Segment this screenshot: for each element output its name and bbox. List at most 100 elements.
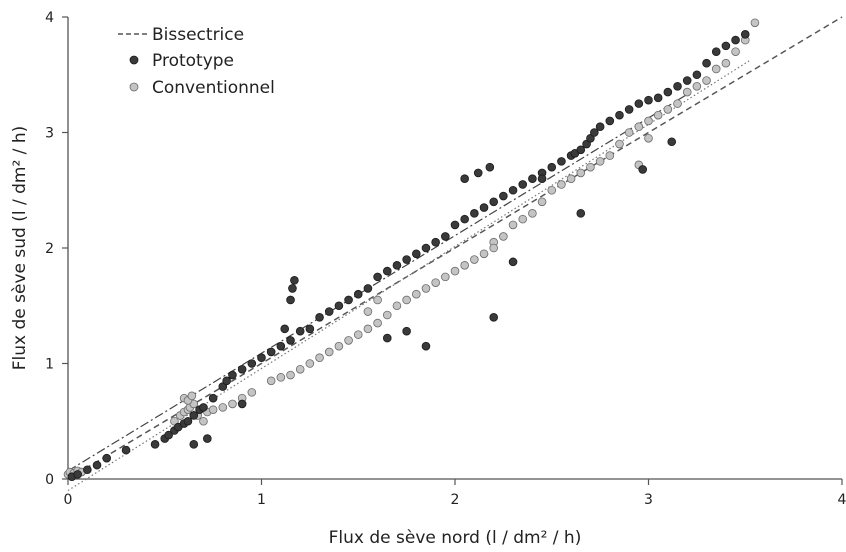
prototype-point <box>295 326 305 336</box>
prototype-point <box>92 460 102 470</box>
conventionnel-point <box>187 391 197 401</box>
prototype-point <box>290 276 299 285</box>
conventionnel-point <box>673 99 682 108</box>
legend-prototype-marker <box>129 55 139 65</box>
prototype-point <box>528 174 537 184</box>
conventionnel-point <box>441 272 450 282</box>
conventionnel-point <box>286 370 295 380</box>
prototype-point <box>508 257 518 267</box>
conventionnel-point <box>499 232 508 241</box>
conventionnel-point <box>450 266 460 276</box>
legend-prototype-label: Prototype <box>152 51 234 71</box>
conventionnel-point <box>353 330 363 339</box>
conventionnel-point <box>479 249 489 259</box>
conventionnel-point <box>402 295 411 305</box>
conventionnel-point <box>363 324 373 334</box>
prototype-point <box>382 266 392 276</box>
legend-conventionnel-marker <box>129 82 139 92</box>
prototype-points <box>67 30 750 481</box>
conventionnel-point <box>653 110 663 120</box>
prototype-point <box>473 168 483 178</box>
prototype-point <box>431 237 440 247</box>
prototype-point <box>208 393 218 403</box>
legend: Bissectrice Prototype Conventionnel <box>118 25 275 98</box>
x-axis-title: Flux de sève nord (l / dm² / h) <box>329 528 582 548</box>
prototype-point <box>402 255 411 264</box>
ticks <box>62 16 843 485</box>
prototype-point <box>576 145 586 155</box>
prototype-point <box>711 47 721 56</box>
conventionnel-point <box>750 18 760 28</box>
prototype-point <box>421 243 431 253</box>
prototype-point <box>363 284 373 293</box>
prototype-point <box>382 333 392 343</box>
conventionnel-point <box>218 403 228 412</box>
conventionnel-point <box>586 162 595 172</box>
prototype-point <box>164 430 173 440</box>
prototype-point <box>460 174 469 184</box>
conventionnel-point <box>315 353 324 363</box>
prototype-point <box>508 185 518 195</box>
prototype-point <box>605 116 615 126</box>
conventionnel-point <box>644 133 653 143</box>
conventionnel-point <box>663 105 673 114</box>
prototype-point <box>460 214 469 224</box>
prototype-point <box>286 336 295 345</box>
conventionnel-point <box>547 185 557 195</box>
conventionnel-point <box>373 295 382 305</box>
prototype-point <box>237 399 247 409</box>
conventionnel-point <box>644 116 653 126</box>
conventionnel-point <box>518 214 528 224</box>
prototype-point <box>150 440 160 449</box>
conventionnel-point <box>208 405 218 415</box>
conventionnel-point <box>266 376 276 386</box>
prototype-point <box>441 232 450 241</box>
prototype-point <box>450 220 460 230</box>
conventionnel-point <box>731 47 740 56</box>
conventionnel-point <box>324 347 334 357</box>
conventionnel-point <box>334 341 344 351</box>
prototype-point <box>334 301 344 311</box>
conventionnel-point <box>363 307 373 316</box>
conventionnel-point <box>711 64 721 74</box>
conventionnel-point <box>537 197 547 207</box>
prototype-point <box>667 137 677 147</box>
y-tick-label: 2 <box>45 241 54 257</box>
conventionnel-point <box>557 180 566 189</box>
prototype-point <box>222 376 231 386</box>
conventionnel-point <box>682 87 692 97</box>
prototype-point <box>280 324 290 334</box>
prototype-point <box>615 110 624 120</box>
x-tick-label: 1 <box>257 492 266 508</box>
prototype-point <box>257 353 266 363</box>
prototype-point <box>228 370 237 380</box>
conventionnel-point <box>431 278 440 287</box>
conventionnel-point <box>411 289 421 299</box>
prototype-point <box>595 122 605 132</box>
y-tick-label: 1 <box>45 357 54 373</box>
prototype-point <box>702 58 711 68</box>
conventionnel-point <box>566 174 576 184</box>
prototype-point <box>673 82 682 91</box>
conventionnel-point <box>702 76 711 85</box>
prototype-point <box>247 359 257 368</box>
conventionnel-point <box>576 168 586 178</box>
conventionnel-point <box>508 220 518 230</box>
prototype-point <box>411 249 421 259</box>
prototype-point <box>237 364 247 374</box>
conventionnel-point <box>460 261 469 270</box>
prototype-point <box>470 209 479 218</box>
x-tick-label: 4 <box>838 492 846 508</box>
prototype-point <box>740 30 750 39</box>
conventionnel-point <box>692 82 702 91</box>
y-axis-title: Flux de sève sud (l / dm² / h) <box>10 126 30 370</box>
prototype-point <box>499 191 508 201</box>
prototype-point <box>344 295 353 305</box>
conventionnel-point <box>595 157 605 166</box>
prototype-point <box>276 341 286 351</box>
prototype-point <box>373 272 382 282</box>
prototype-point <box>518 180 528 189</box>
prototype-point <box>624 105 634 114</box>
conventionnel-point <box>605 151 615 160</box>
